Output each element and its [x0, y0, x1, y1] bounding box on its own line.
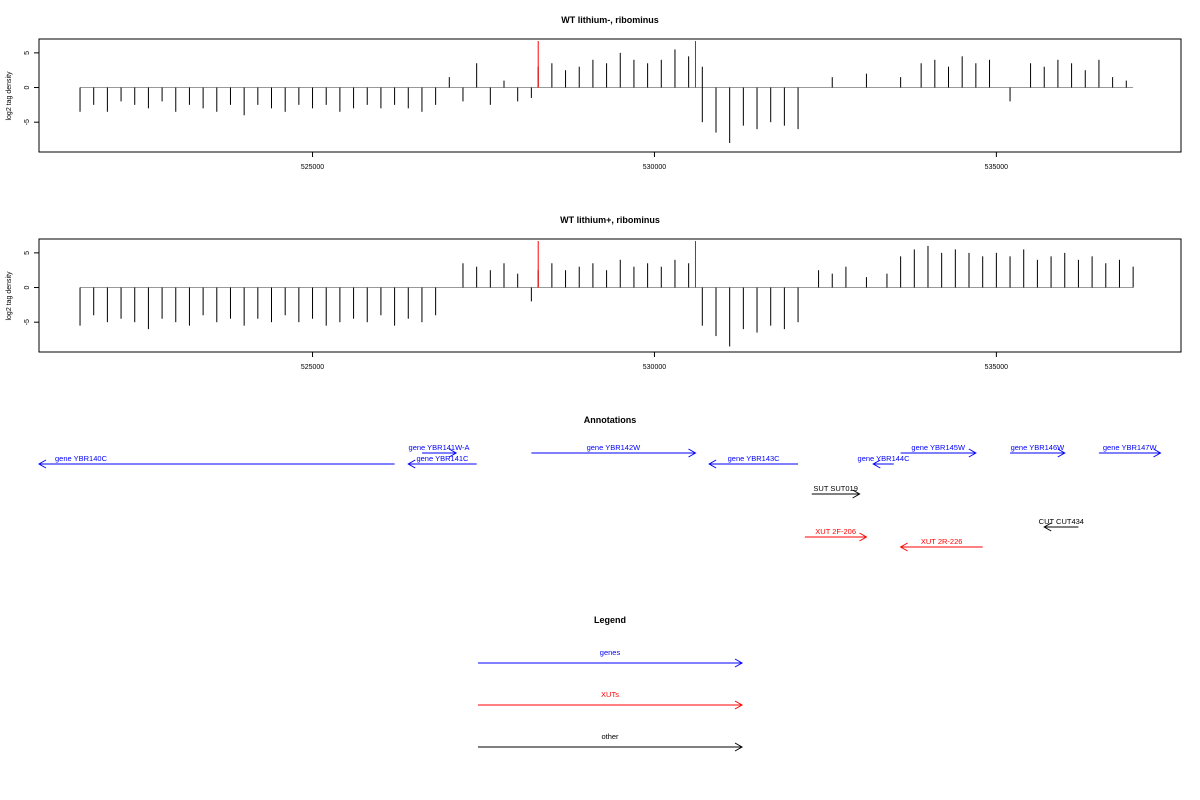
strand-arrowhead [1153, 448, 1162, 458]
plot-frame [38, 238, 1182, 353]
y-tick-label: 5 [24, 251, 31, 255]
legend-arrowhead [734, 658, 744, 668]
legend-panel: Legend genes XUTs other [478, 615, 744, 752]
strand-arrowhead [899, 542, 908, 552]
strand-arrowhead [872, 459, 881, 469]
y-tick-label: -5 [24, 119, 31, 125]
annotations-title: Annotations [584, 415, 637, 425]
annotation-feature: gene YBR142W [531, 443, 697, 458]
legend-items: genes XUTs other [478, 648, 744, 752]
feature-label: gene YBR141W-A [409, 443, 470, 452]
strand-arrowhead [859, 532, 868, 542]
strand-arrowhead [407, 459, 416, 469]
annotation-feature: SUT SUT019 [811, 484, 861, 499]
feature-label: gene YBR141C [416, 454, 469, 463]
annotation-features: gene YBR140C gene YBR141W-A gene YBR141C ge… [37, 443, 1162, 552]
strand-arrowhead [688, 448, 697, 458]
x-tick-label: 525000 [301, 164, 324, 171]
strand-arrowhead [1057, 448, 1066, 458]
annotation-feature: XUT 2R-226 [899, 537, 983, 552]
annotation-feature: gene YBR145W [900, 443, 977, 458]
coverage-bars [79, 41, 1134, 143]
feature-label: XUT 2F-206 [815, 527, 856, 536]
axes: 525000 530000 535000 -5 0 5 [24, 51, 1008, 171]
feature-label: gene YBR140C [55, 454, 108, 463]
y-axis-label: log2 tag density [6, 271, 13, 321]
feature-label: gene YBR142W [587, 443, 642, 452]
strand-arrowhead [968, 448, 977, 458]
legend-label: XUTs [601, 690, 619, 699]
legend-arrowhead [734, 742, 744, 752]
y-tick-label: 5 [24, 51, 31, 55]
annotation-feature: gene YBR140C [37, 454, 395, 469]
annotation-feature: gene YBR147W [1098, 443, 1162, 458]
legend-label: genes [600, 648, 621, 657]
feature-label: SUT SUT019 [813, 484, 857, 493]
panel-title: WT lithium+, ribominus [560, 215, 660, 225]
feature-label: gene YBR145W [911, 443, 966, 452]
panel-title: WT lithium-, ribominus [561, 15, 659, 25]
legend-arrowhead [734, 700, 744, 710]
legend-item: other [478, 732, 744, 752]
y-tick-label: -5 [24, 319, 31, 325]
x-tick-label: 525000 [301, 364, 324, 371]
legend-label: other [601, 732, 619, 741]
annotation-feature: gene YBR146W [1010, 443, 1066, 458]
strand-arrowhead [1043, 522, 1052, 532]
axes: 525000 530000 535000 -5 0 5 [24, 251, 1008, 371]
feature-label: gene YBR144C [858, 454, 911, 463]
annotation-feature: gene YBR144C [858, 454, 911, 469]
annotation-feature: gene YBR143C [708, 454, 799, 469]
track-panel-lithium-plus: WT lithium+, ribominus log2 tag density … [6, 215, 1182, 371]
strand-arrowhead [448, 448, 458, 458]
x-tick-label: 530000 [643, 164, 666, 171]
x-tick-label: 535000 [985, 164, 1008, 171]
legend-item: genes [478, 648, 744, 668]
x-tick-label: 530000 [643, 364, 666, 371]
y-tick-label: 0 [24, 285, 31, 289]
annotation-feature: CUT CUT434 [1039, 517, 1084, 532]
feature-label: gene YBR143C [728, 454, 781, 463]
strand-arrowhead [37, 459, 47, 469]
feature-label: gene YBR146W [1011, 443, 1066, 452]
feature-label: XUT 2R-226 [921, 537, 963, 546]
y-tick-label: 0 [24, 85, 31, 89]
strand-arrowhead [852, 489, 861, 499]
feature-label: gene YBR147W [1103, 443, 1158, 452]
feature-label: CUT CUT434 [1039, 517, 1084, 526]
legend-item: XUTs [478, 690, 744, 710]
annotation-feature: gene YBR141W-A [409, 443, 470, 458]
legend-title: Legend [594, 615, 626, 625]
strand-arrowhead [708, 459, 717, 469]
track-panel-lithium-minus: WT lithium-, ribominus log2 tag density … [6, 15, 1182, 171]
x-tick-label: 535000 [985, 364, 1008, 371]
annotation-feature: XUT 2F-206 [804, 527, 868, 542]
plot-frame [38, 38, 1182, 153]
y-axis-label: log2 tag density [6, 71, 13, 121]
annotation-feature: gene YBR141C [407, 454, 477, 469]
coverage-bars [79, 241, 1134, 347]
